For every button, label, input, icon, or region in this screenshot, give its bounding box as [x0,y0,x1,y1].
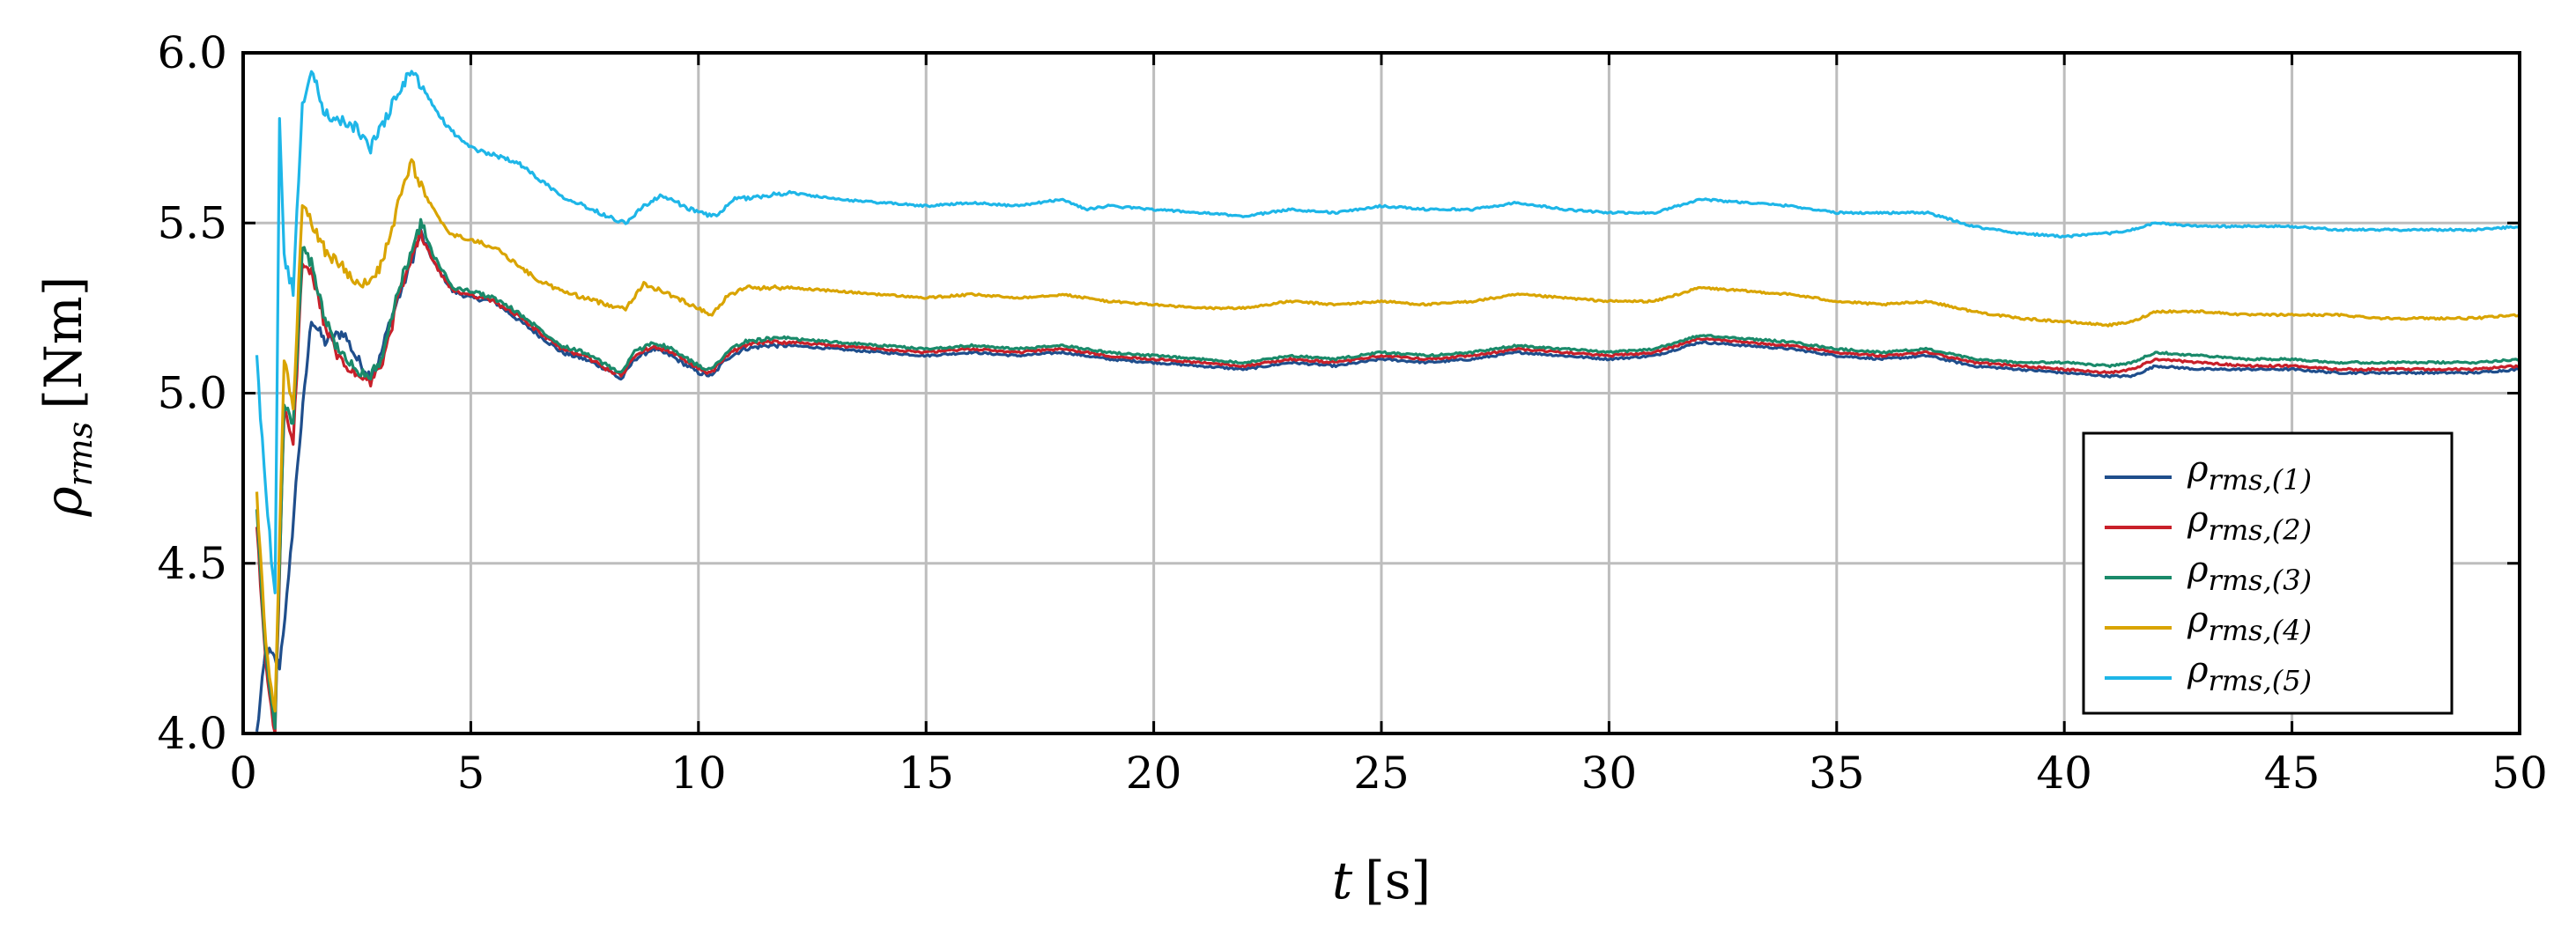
series-layer [255,70,2520,735]
series-line-3 [255,217,2520,730]
legend-label-4: ρrms,(4) [2187,600,2312,647]
y-tick-label: 4.5 [157,538,227,589]
x-tick-label: 35 [1809,748,1865,799]
legend-label-3: ρrms,(3) [2187,549,2312,597]
legend-label-1: ρrms,(1) [2187,449,2312,497]
x-tick-label: 20 [1126,748,1182,799]
x-tick-label: 5 [456,748,485,799]
y-axis-sub: rms [61,422,100,487]
x-axis-title: t [s] [1332,851,1431,910]
y-tick-label: 6.0 [157,27,227,78]
tick-labels: 0 5 10 15 20 25 30 35 40 45 50 4.0 4.5 5.0 5.5 6.0 [157,27,2547,799]
y-tick-label: 4.0 [157,708,227,759]
y-axis-var: ρ [33,486,93,517]
y-axis-title: ρrms [Nm] [33,276,100,518]
series-line-1 [255,228,2520,733]
legend-box [2082,431,2454,715]
legend-label-2: ρrms,(2) [2187,499,2312,547]
x-tick-label: 15 [898,748,954,799]
y-axis-unit: [Nm] [33,276,93,409]
x-tick-label: 25 [1353,748,1410,799]
x-tick-label: 0 [229,748,257,799]
x-axis-unit: [s] [1365,851,1431,910]
series-line-5 [255,70,2520,594]
x-tick-label: 45 [2264,748,2321,799]
y-tick-label: 5.5 [157,197,227,248]
legend: ρrms,(1)ρrms,(2)ρrms,(3)ρrms,(4)ρrms,(5) [2082,431,2454,715]
series-line-4 [255,158,2520,713]
x-tick-label: 50 [2491,748,2548,799]
x-tick-label: 30 [1581,748,1638,799]
x-tick-label: 40 [2036,748,2092,799]
y-tick-label: 5.0 [157,368,227,419]
x-tick-label: 10 [670,748,727,799]
legend-label-5: ρrms,(5) [2187,650,2312,697]
x-axis-var: t [1332,851,1353,910]
